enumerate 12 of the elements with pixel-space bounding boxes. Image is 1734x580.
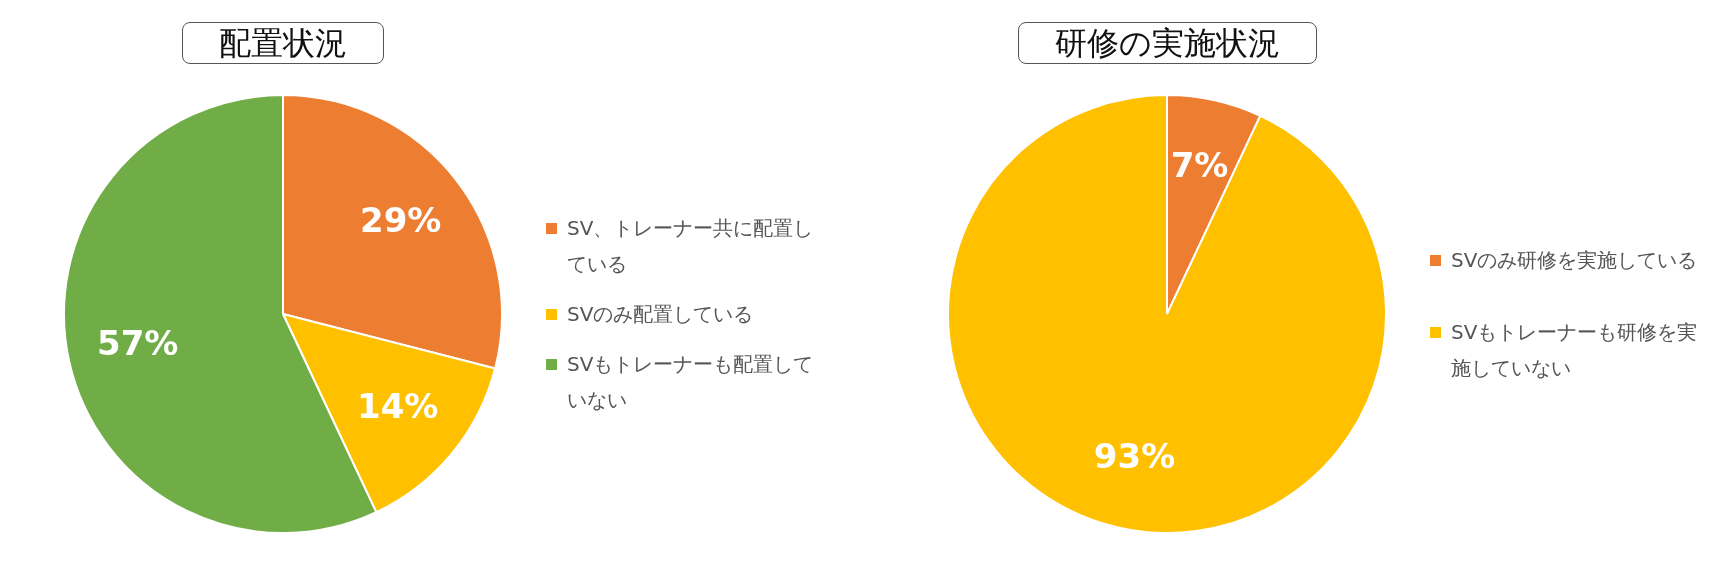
- legend-label: SVのみ研修を実施している: [1451, 247, 1698, 274]
- data-label: 14%: [357, 385, 439, 426]
- data-label: 29%: [359, 199, 442, 240]
- legend-label: SVのみ配置している: [567, 301, 754, 328]
- legend-label: SVもトレーナーも研修を実施していない: [1451, 319, 1699, 382]
- data-label: 93%: [1093, 436, 1176, 477]
- legend-label: SVもトレーナーも配置していない: [567, 351, 815, 414]
- chart-title: 研修の実施状況: [1017, 22, 1317, 64]
- chart-title: 配置状況: [182, 22, 384, 64]
- data-label: 57%: [96, 323, 179, 364]
- data-label: 7%: [1170, 145, 1229, 186]
- legend-label: SV、トレーナー共に配置している: [567, 215, 815, 278]
